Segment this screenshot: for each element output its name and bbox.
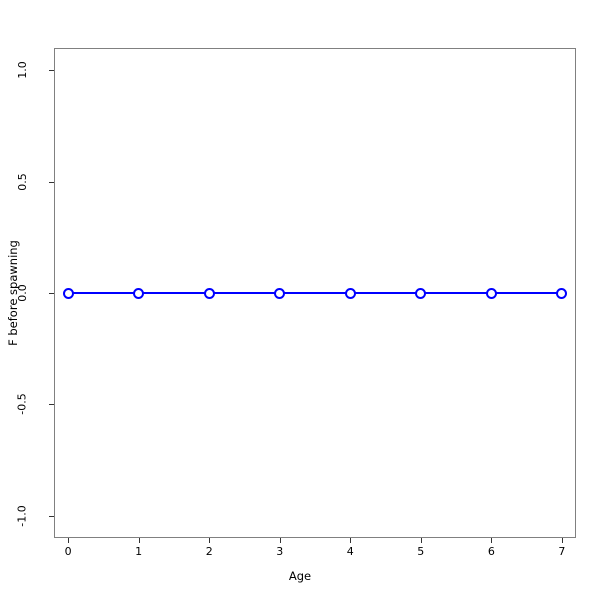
- x-axis-tick: [420, 538, 422, 543]
- x-axis-tick: [561, 538, 563, 543]
- x-axis-tick-label: 5: [417, 545, 425, 558]
- x-axis-tick-label: 7: [558, 545, 566, 558]
- x-axis-tick-label: 2: [205, 545, 213, 558]
- x-axis-tick-label: 6: [487, 545, 495, 558]
- x-axis-tick: [491, 538, 493, 543]
- y-axis-tick: [49, 293, 54, 294]
- y-axis-tick-label: 1.0: [16, 61, 29, 80]
- y-axis-tick: [49, 70, 54, 72]
- x-axis-tick: [68, 538, 70, 543]
- plot-area: [54, 48, 576, 538]
- y-axis-tick: [49, 181, 54, 183]
- x-axis-tick: [350, 538, 352, 543]
- x-axis-tick-label: 1: [135, 545, 143, 558]
- x-axis-tick: [209, 538, 211, 543]
- x-axis-tick-label: 4: [346, 545, 354, 558]
- x-axis-tick: [138, 538, 140, 543]
- y-axis-label: F before spawning: [6, 240, 20, 346]
- x-axis-tick-label: 3: [276, 545, 284, 558]
- x-axis-tick-label: 0: [64, 545, 72, 558]
- x-axis-tick: [279, 538, 281, 543]
- y-axis-tick: [49, 515, 54, 517]
- x-axis-label: Age: [288, 569, 312, 583]
- y-axis-tick-label: -1.0: [16, 504, 29, 527]
- y-axis-tick: [49, 404, 54, 406]
